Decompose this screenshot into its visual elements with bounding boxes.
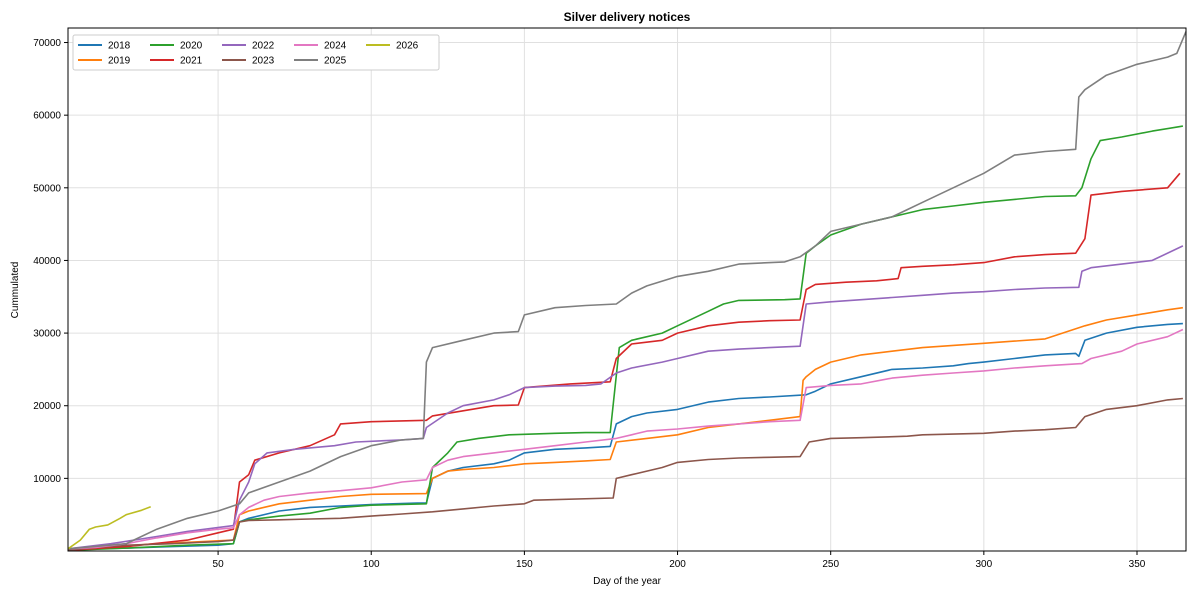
legend-label-2022: 2022	[252, 41, 275, 52]
series-line-2025	[67, 31, 1187, 550]
x-tick-label: 50	[213, 559, 225, 570]
legend-label-2018: 2018	[108, 41, 131, 52]
x-tick-label: 100	[363, 559, 380, 570]
ticks: 50 100 150 200 250 300 350 10000 20000 30000 40000…	[33, 38, 1146, 570]
x-tick-label: 350	[1129, 559, 1146, 570]
series-line-2026	[67, 505, 151, 550]
legend-label-2023: 2023	[252, 56, 275, 67]
series-line-2020	[67, 125, 1184, 552]
legend: 2018 2019 2020 2021 2022 2023 2024 2025 2026	[72, 34, 440, 71]
legend-label-2026: 2026	[396, 41, 419, 52]
series-line-2019	[67, 306, 1184, 551]
x-tick-label: 300	[975, 559, 992, 570]
y-tick-label: 20000	[33, 401, 61, 412]
legend-label-2024: 2024	[324, 41, 347, 52]
y-tick-label: 10000	[33, 474, 61, 485]
legend-label-2021: 2021	[180, 56, 203, 67]
y-tick-label: 40000	[33, 256, 61, 267]
legend-label-2020: 2020	[180, 41, 203, 52]
legend-label-2025: 2025	[324, 56, 347, 67]
x-tick-label: 250	[822, 559, 839, 570]
plot-frame	[67, 27, 1187, 552]
legend-label-2019: 2019	[108, 56, 131, 67]
x-axis-label: Day of the year	[593, 576, 661, 587]
x-tick-label: 150	[516, 559, 533, 570]
series-lines	[67, 31, 1187, 552]
series-line-2023	[67, 397, 1183, 552]
series-line-2018	[67, 322, 1183, 551]
y-tick-label: 70000	[33, 38, 61, 49]
grid	[68, 28, 1186, 551]
legend-box	[72, 34, 440, 71]
series-line-2021	[67, 172, 1181, 552]
y-tick-label: 30000	[33, 329, 61, 340]
series-line-2024	[67, 328, 1184, 550]
y-tick-label: 60000	[33, 111, 61, 122]
chart-title: Silver delivery notices	[564, 10, 691, 24]
y-axis-label: Cummulated	[10, 262, 21, 319]
y-tick-label: 50000	[33, 183, 61, 194]
x-tick-label: 200	[669, 559, 686, 570]
series-line-2022	[67, 245, 1184, 550]
